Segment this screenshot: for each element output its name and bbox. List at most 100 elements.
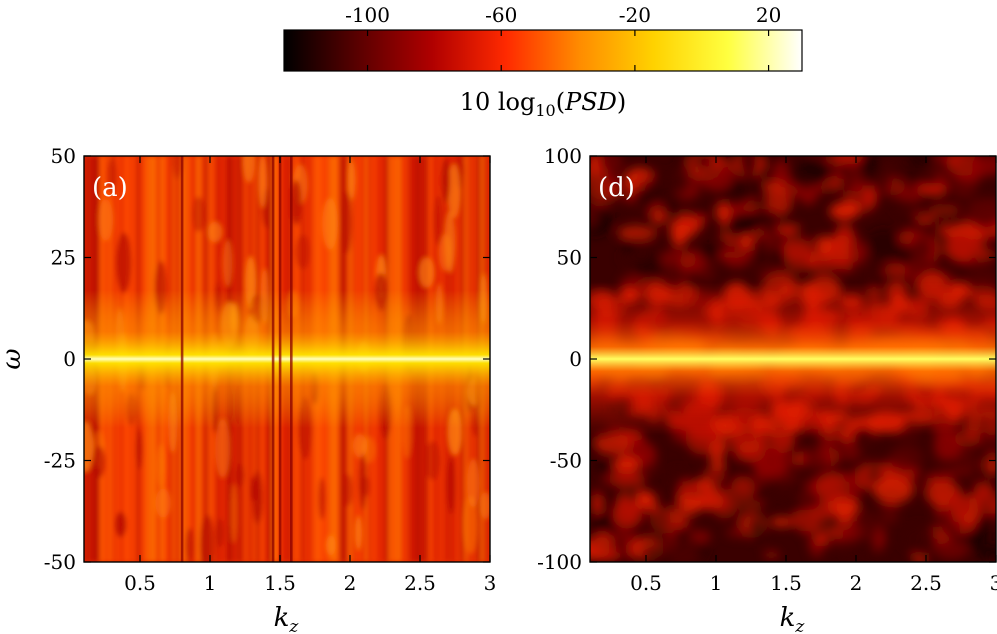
panel-d-blob bbox=[973, 481, 993, 502]
panel-d-xtick-label: 1 bbox=[710, 571, 723, 595]
panel-d-blob bbox=[950, 492, 965, 523]
panel-d-ytick-label: 100 bbox=[544, 144, 582, 168]
panel-a-patch bbox=[462, 495, 479, 554]
colorbar-bar bbox=[283, 29, 803, 72]
panel-a-ytick-label: 50 bbox=[51, 144, 76, 168]
panel-d-blob bbox=[870, 165, 893, 196]
panel-d-blob bbox=[590, 156, 602, 177]
panel-a-ytick-label: -25 bbox=[44, 449, 76, 473]
panel-a-patch bbox=[318, 477, 326, 521]
panel-d-xtick-label: 3 bbox=[990, 571, 997, 595]
panel-a-patch bbox=[343, 473, 353, 507]
panel-a-patch bbox=[342, 191, 352, 254]
panel-d-blob bbox=[700, 160, 735, 192]
panel-d-blob bbox=[976, 544, 996, 562]
panel-d-blob bbox=[848, 240, 868, 265]
panel-d-blob bbox=[749, 208, 780, 222]
panel-a-patch bbox=[116, 232, 132, 294]
panel-a: 0.5 1 1.5 2 2.5 3 50 25 0 -25 -50 (a) kz ω bbox=[0, 144, 497, 634]
panel-d-blob bbox=[590, 533, 613, 554]
panel-a-patch bbox=[215, 517, 224, 549]
panel-d-blob bbox=[718, 449, 736, 469]
panel-d-blob bbox=[662, 534, 703, 562]
panel-d-blob bbox=[944, 233, 977, 262]
panel-d-blob bbox=[755, 446, 789, 479]
panel-d-blob bbox=[905, 221, 935, 233]
panel-a-ylabel: ω bbox=[0, 348, 27, 369]
panel-d-blob bbox=[593, 432, 632, 456]
panel-d-blob bbox=[749, 515, 765, 543]
panel-d-xlabel: kz bbox=[780, 603, 806, 634]
panel-d-blob bbox=[624, 483, 640, 505]
panel-d-blob bbox=[889, 443, 924, 473]
panel-d-blob bbox=[937, 224, 954, 237]
panel-a-patch bbox=[480, 492, 490, 520]
panel-d-blob bbox=[866, 228, 900, 260]
panel-d-blob bbox=[641, 503, 661, 513]
panel-d-blob bbox=[892, 198, 912, 216]
panel-d-blob bbox=[880, 498, 899, 526]
colorbar-ticks: -100 -60 -20 20 bbox=[345, 3, 781, 71]
panel-d-blob bbox=[712, 489, 738, 519]
panel-a-ytick-label: -50 bbox=[44, 550, 76, 574]
panel-d-blob bbox=[612, 499, 642, 529]
panel-d-blob bbox=[590, 206, 600, 228]
panel-d-blob bbox=[812, 260, 828, 276]
colorbar-tick-label: -60 bbox=[485, 3, 517, 27]
panel-a-patch bbox=[425, 440, 441, 481]
panel-d-heatmap bbox=[590, 156, 996, 562]
panel-a-patch bbox=[291, 179, 302, 226]
panel-a-ytick-label: 25 bbox=[51, 246, 76, 270]
panel-d-blob bbox=[922, 460, 956, 481]
panel-a-zero-frequency-band bbox=[84, 290, 490, 428]
panel-d-ytick-label: -100 bbox=[537, 550, 582, 574]
panel-d-ticks: 0.5 1 1.5 2 2.5 3 100 50 0 -50 -100 bbox=[537, 144, 997, 595]
panel-a-patch bbox=[191, 196, 206, 232]
panel-d-blob bbox=[974, 197, 996, 210]
panel-a-dark-lines bbox=[180, 156, 293, 562]
panel-d-blob bbox=[741, 173, 762, 197]
panel-d-blob bbox=[914, 213, 936, 223]
panel-d-blob bbox=[971, 156, 996, 176]
panel-a-patch bbox=[135, 428, 143, 470]
panel-a-patch bbox=[230, 483, 238, 544]
panel-a-patch bbox=[215, 419, 231, 478]
panel-a-patch bbox=[441, 158, 450, 204]
panel-a-patch bbox=[172, 156, 183, 181]
panel-d-blob bbox=[797, 490, 821, 511]
panel-d-blob bbox=[763, 550, 780, 560]
panel-a-heatmap bbox=[84, 156, 490, 562]
panel-a-patch bbox=[252, 469, 263, 525]
panel-d-blob bbox=[590, 465, 604, 486]
panel-d-blob bbox=[839, 476, 863, 502]
panel-d-blob bbox=[679, 207, 712, 217]
panel-d-blob bbox=[866, 461, 882, 488]
panel-a-patch bbox=[207, 221, 222, 243]
panel-d-blob bbox=[783, 180, 796, 202]
panel-a-xtick-label: 1.5 bbox=[264, 571, 296, 595]
panel-d-blob bbox=[814, 535, 828, 544]
panel-d-xtick-label: 2.5 bbox=[910, 571, 942, 595]
panel-d-blob bbox=[640, 221, 675, 232]
panel-a-patch bbox=[84, 422, 94, 472]
panel-a-patch bbox=[432, 195, 444, 246]
panel-d-ytick-label: 50 bbox=[557, 246, 582, 270]
panel-d-zero-frequency-band bbox=[590, 282, 996, 436]
panel-a-patch bbox=[242, 156, 255, 183]
panel-d-blob bbox=[734, 499, 765, 509]
panel-a-xtick-label: 2.5 bbox=[404, 571, 436, 595]
panel-a-ticks: 0.5 1 1.5 2 2.5 3 50 25 0 -25 -50 bbox=[44, 144, 497, 595]
panel-a-xlabel: kz bbox=[274, 603, 300, 634]
panel-d-blob bbox=[684, 486, 705, 498]
panel-a-ytick-label: 0 bbox=[63, 347, 76, 371]
panel-a-patch bbox=[92, 445, 106, 479]
panel-d-blob bbox=[788, 158, 824, 189]
panel-d-blob bbox=[671, 221, 688, 247]
panel-d-blob bbox=[900, 523, 938, 554]
panel-a-dark-line bbox=[180, 156, 184, 562]
panel-d-blob bbox=[762, 179, 784, 192]
panel-d-xtick-label: 0.5 bbox=[630, 571, 662, 595]
colorbar-label: 10 log10(PSD) bbox=[460, 88, 627, 120]
panel-d-blob bbox=[819, 434, 839, 463]
